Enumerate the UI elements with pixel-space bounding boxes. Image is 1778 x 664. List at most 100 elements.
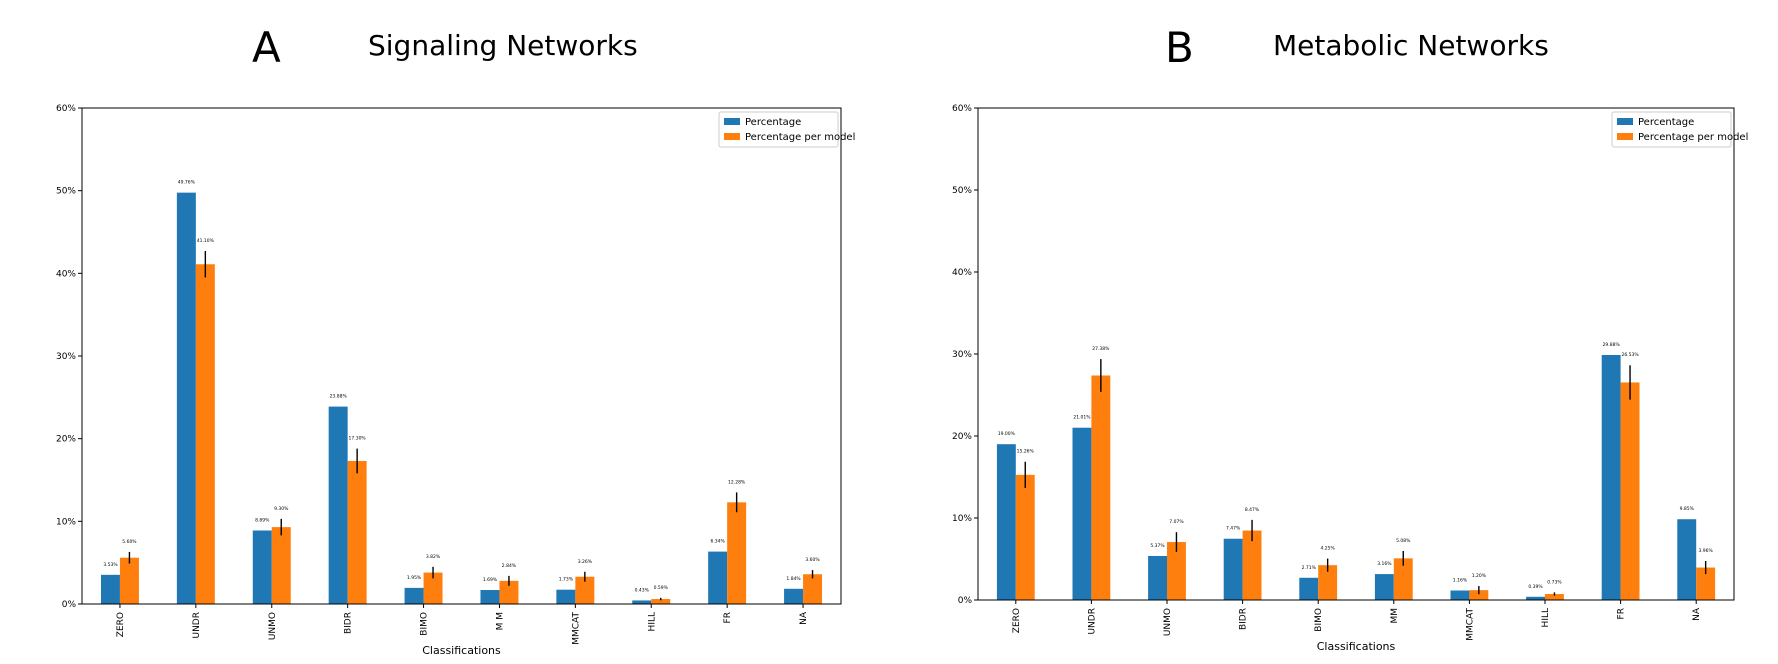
panel-a-bar-percentage-bimo [404, 587, 424, 604]
panel-b-x-tick-label: UNDR [1087, 608, 1097, 635]
panel-a-legend-label: Percentage per model [745, 132, 855, 143]
panel-b-bar-value-label: 9.85% [1680, 506, 1695, 512]
panel-b-bar-percentage-na [1677, 519, 1697, 600]
panel-a-y-tick-label: 60% [56, 104, 76, 114]
panel-a-bar-per-model-zero [119, 557, 139, 604]
panel-a-bar-value-label: 1.69% [483, 577, 498, 583]
panel-b-x-tick-label: BIMO [1314, 608, 1324, 632]
panel-b-x-tick-label: UNMO [1163, 608, 1173, 636]
panel-b-bar-per-model-hill [1545, 594, 1564, 600]
panel-a-bar-value-label: 49.76% [178, 180, 196, 186]
panel-b-bar-per-model-fr [1620, 382, 1640, 600]
panel-b-bar-percentage-undr [1072, 427, 1092, 600]
panel-a-y-tick-label: 20% [56, 435, 76, 445]
panel-b-bar-per-model-bimo [1318, 565, 1338, 600]
panel-b-bar-percentage-zero [996, 444, 1016, 600]
panel-b-x-tick-label: MMCAT [1465, 608, 1475, 641]
panel-b-x-axis-label: Classifications [1317, 640, 1396, 653]
panel-b-bar-value-label: 19.00% [998, 431, 1016, 437]
panel-a-bar-per-model-na [803, 574, 823, 604]
panel-a-bar-percentage-unmo [252, 530, 272, 604]
panel-b-bar-percentage-mm [1374, 574, 1394, 600]
panel-b-bar-percentage-bidr [1223, 538, 1243, 600]
panel-a-x-tick-label: UNMO [268, 612, 278, 640]
panel-a-x-axis-label: Classifications [422, 644, 501, 657]
panel-a-bar-per-model-mm [499, 580, 519, 604]
panel-b-y-tick-label: 50% [952, 186, 972, 196]
panel-b-x-tick-label: FR [1617, 608, 1627, 619]
panel-a-bar-value-label: 8.89% [255, 518, 270, 524]
panel-b-bar-percentage-bimo [1299, 577, 1319, 600]
panel-a-x-tick-label: MMCAT [571, 612, 581, 645]
panel-b-y-tick-label: 30% [952, 350, 972, 360]
panel-b-bar-value-label: 0.39% [1528, 584, 1543, 590]
panel-b-bar-per-model-unmo [1167, 542, 1186, 600]
panel-b-letter: B [1165, 23, 1194, 72]
panel-b-x-tick-label: ZERO [1012, 608, 1022, 633]
panel-b-bar-value-label: 1.20% [1472, 573, 1487, 579]
panel-a-x-tick-label: NA [799, 611, 809, 625]
panel-b-y-tick-label: 40% [952, 268, 972, 278]
panel-b-chart: 19.00% 21.01% 5.37% 7.47% 2.71% 3.16% 1.16% 0.3… [952, 104, 1748, 653]
panel-a-legend-label: Percentage [745, 117, 801, 128]
panel-b-bar-per-model-mmcat [1469, 590, 1489, 600]
panel-a-bar-percentage-fr [708, 551, 728, 604]
panel-b-bar-value-label: 5.08% [1396, 538, 1411, 544]
panel-a-letter: A [252, 23, 281, 72]
panel-b-legend-swatch-percentage [1617, 118, 1633, 125]
panel-a-bar-value-label: 1.95% [407, 575, 422, 581]
panel-a-bar-percentage-hill [632, 600, 652, 604]
panel-a-x-tick-label: BIDR [344, 612, 354, 634]
panel-b-bar-value-label: 26.53% [1621, 352, 1639, 358]
panel-b-y-tick-label: 0% [958, 596, 973, 606]
panel-a-y-tick-label: 50% [56, 187, 76, 197]
panel-a-bar-per-model-undr [195, 264, 215, 604]
panel-a-bar-per-model-fr [727, 502, 747, 604]
panel-b-bar-value-label: 21.01% [1073, 415, 1091, 421]
panel-a-bar-percentage-mm [480, 590, 500, 604]
panel-b-y-tick-label: 60% [952, 104, 972, 114]
panel-a-y-tick-label: 0% [62, 600, 77, 610]
panel-a-bar-value-label: 6.34% [711, 539, 726, 545]
panel-b-bar-value-label: 7.07% [1169, 519, 1184, 525]
panel-b-legend [1611, 111, 1732, 148]
panel-a-bar-value-label: 1.73% [559, 577, 574, 583]
panel-b-bar-value-label: 7.47% [1226, 526, 1241, 532]
panel-b-bar-value-label: 27.38% [1092, 346, 1110, 352]
panel-a-bar-per-model-mmcat [575, 576, 595, 604]
panel-b-bar-percentage-fr [1601, 354, 1621, 600]
panel-a-x-tick-label: ZERO [116, 612, 126, 637]
panel-b-x-tick-label: BIDR [1239, 608, 1249, 630]
panel-a-chart: 3.53% 49.76% 8.89% 23.88% 1.95% 1.69% 1.73% 0.4… [56, 104, 855, 657]
panel-b-bar-value-label: 1.16% [1453, 577, 1468, 583]
panel-b-bar-value-label: 0.73% [1547, 579, 1562, 585]
panel-a-bar-percentage-zero [100, 574, 120, 604]
panel-a-y-tick-label: 40% [56, 269, 76, 279]
panel-a-bar-value-label: 0.43% [635, 587, 650, 593]
panel-b-bar-value-label: 4.25% [1321, 546, 1336, 552]
panel-a-bar-percentage-bidr [328, 406, 348, 604]
panel-b-legend-label: Percentage per model [1638, 132, 1748, 143]
panel-a-bar-value-label: 3.53% [103, 562, 118, 568]
panel-b-bar-value-label: 5.37% [1150, 543, 1165, 549]
panel-a-legend-swatch-per-model [724, 133, 740, 140]
panel-b-bar-value-label: 2.71% [1302, 565, 1317, 571]
panel-b-y-tick-label: 10% [952, 514, 972, 524]
panel-b-bar-per-model-zero [1015, 474, 1035, 600]
panel-b-x-tick-label: NA [1692, 607, 1702, 621]
panel-a-title: Signaling Networks [368, 29, 638, 62]
panel-a-bar-value-label: 12.28% [728, 479, 746, 485]
panel-a-bar-per-model-bidr [347, 460, 367, 604]
panel-a-bar-value-label: 9.30% [274, 506, 289, 512]
panel-a-bar-percentage-mmcat [556, 589, 576, 604]
panel-b-bar-percentage-mmcat [1450, 590, 1470, 600]
panel-a-x-tick-label: M M [495, 612, 505, 630]
panel-a-bar-value-label: 17.30% [349, 436, 367, 442]
panel-a-bar-value-label: 1.84% [786, 576, 801, 582]
panel-b-x-tick-label: MM [1390, 608, 1400, 624]
panel-a-bar-value-label: 3.60% [805, 557, 820, 563]
panel-b-bar-value-label: 15.26% [1017, 449, 1035, 455]
panel-b-bar-per-model-undr [1091, 375, 1111, 600]
